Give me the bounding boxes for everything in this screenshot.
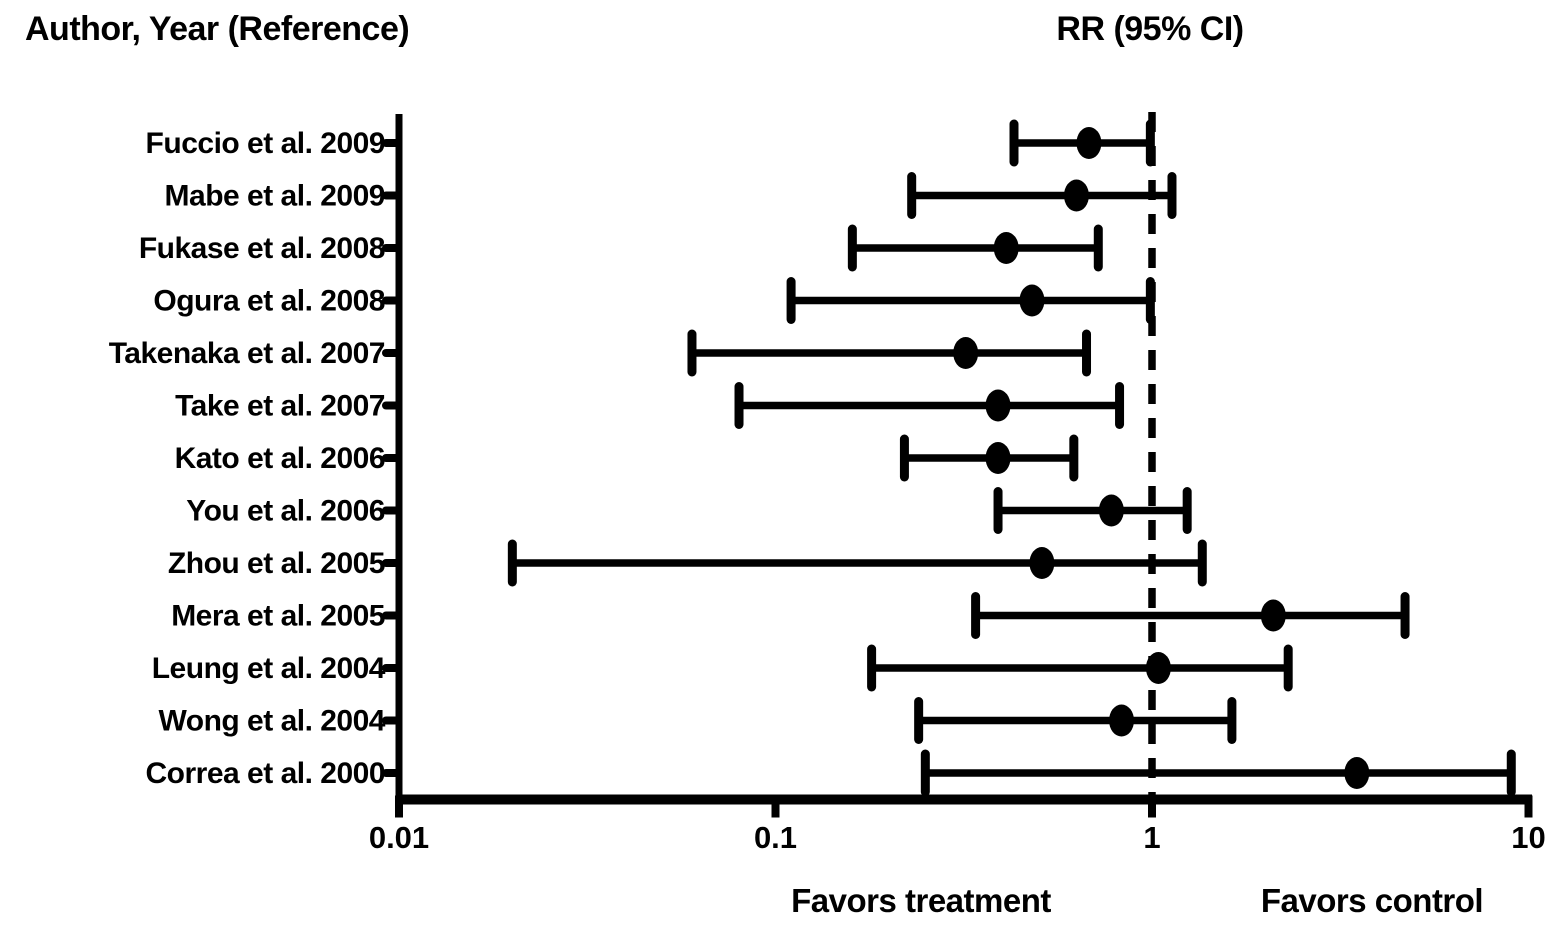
column-header-rr: RR (95% CI)	[1056, 10, 1244, 48]
study-label: Fukase et al. 2008	[139, 232, 385, 265]
point-estimate-marker	[985, 442, 1011, 474]
study-label: Take et al. 2007	[175, 390, 385, 423]
point-estimate-marker	[993, 232, 1019, 264]
study-label: Zhou et al. 2005	[168, 547, 385, 580]
point-estimate-marker	[1063, 179, 1089, 212]
study-label: Fuccio et al. 2009	[146, 127, 385, 160]
study-label: Mabe et al. 2009	[165, 180, 385, 213]
study-label: You et al. 2006	[186, 495, 385, 528]
point-estimate-marker	[1098, 494, 1124, 527]
point-estimate-marker	[953, 337, 979, 369]
x-tick-label: 1	[1143, 820, 1160, 855]
point-estimate-marker	[1260, 599, 1286, 632]
point-estimate-marker	[1145, 652, 1171, 684]
point-estimate-marker	[1344, 757, 1370, 789]
study-label: Kato et al. 2006	[175, 442, 385, 475]
study-label: Leung et al. 2004	[152, 652, 386, 685]
study-label: Mera et al. 2005	[171, 600, 385, 633]
point-estimate-marker	[1076, 127, 1102, 159]
point-estimate-marker	[1109, 704, 1135, 737]
study-label: Wong et al. 2004	[158, 705, 385, 738]
point-estimate-marker	[1029, 547, 1055, 579]
x-tick-label: 10	[1511, 820, 1545, 855]
study-label: Ogura et al. 2008	[153, 285, 385, 318]
x-tick-label: 0.01	[369, 820, 429, 855]
favors-treatment-label: Favors treatment	[791, 882, 1051, 919]
column-header-author: Author, Year (Reference)	[25, 10, 410, 48]
favors-control-label: Favors control	[1260, 882, 1484, 919]
point-estimate-marker	[1019, 284, 1045, 317]
study-label: Takenaka et al. 2007	[109, 337, 385, 370]
x-tick-label: 0.1	[754, 820, 797, 855]
study-label: Correa et al. 2000	[146, 757, 385, 790]
point-estimate-marker	[985, 389, 1011, 422]
